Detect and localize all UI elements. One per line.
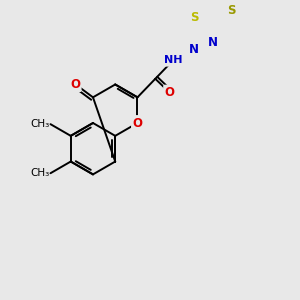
Text: O: O — [133, 116, 142, 130]
Text: O: O — [70, 78, 80, 91]
Text: S: S — [226, 4, 235, 16]
Text: NH: NH — [164, 55, 182, 65]
Text: CH₃: CH₃ — [30, 168, 49, 178]
Text: O: O — [165, 86, 175, 99]
Text: N: N — [208, 36, 218, 50]
Text: N: N — [189, 43, 199, 56]
Text: CH₃: CH₃ — [30, 119, 49, 129]
Text: S: S — [190, 11, 198, 23]
